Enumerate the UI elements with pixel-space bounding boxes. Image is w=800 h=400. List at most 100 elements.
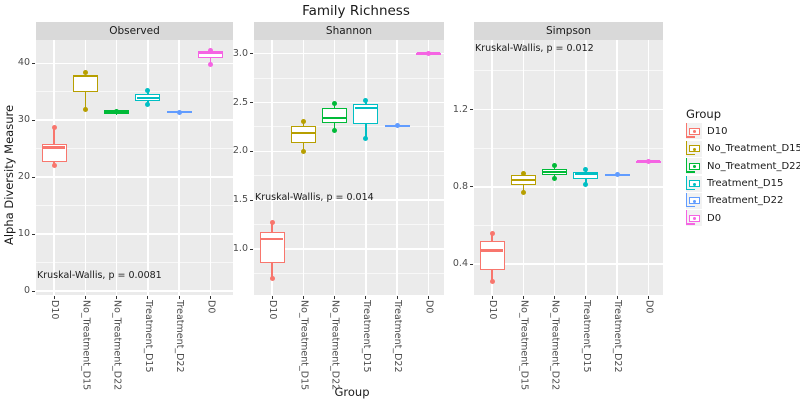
y-tick-mark (32, 119, 35, 121)
legend-key-median (686, 223, 695, 225)
jitter-point (269, 220, 275, 226)
x-tick-mark (147, 296, 149, 299)
gridline-major-v (115, 40, 118, 295)
x-tick-label: No_Treatment_D22 (329, 300, 341, 391)
gridline-minor-h (254, 273, 444, 274)
boxplot-box (259, 232, 285, 263)
legend-label: No_Treatment_D15 (707, 143, 800, 155)
legend-key (686, 140, 702, 157)
boxplot-median-line (480, 249, 504, 252)
x-tick-label: No_Treatment_D15 (298, 300, 310, 391)
y-tick-mark (250, 102, 253, 104)
x-tick-label: No_Treatment_D22 (111, 300, 123, 391)
jitter-point (82, 106, 88, 112)
jitter-point (363, 98, 369, 104)
y-tick-label: 0.4 (452, 258, 468, 270)
legend-key (686, 158, 702, 175)
legend-key-whisker (686, 175, 688, 189)
y-tick-label: 3.0 (232, 47, 248, 59)
y-tick-mark (250, 199, 253, 201)
panel-background (474, 40, 663, 295)
y-tick-mark (470, 263, 473, 265)
legend-key-median (686, 171, 695, 173)
y-tick-label: 2.0 (232, 145, 248, 157)
x-tick-label: Treatment_D15 (142, 300, 154, 373)
jitter-point (114, 109, 120, 115)
jitter-point (583, 182, 589, 188)
chart-title: Family Richness (302, 3, 410, 19)
gridline-minor-h (254, 77, 444, 79)
jitter-point (208, 61, 213, 67)
legend-key (686, 210, 702, 227)
facet-strip: Observed (36, 22, 233, 40)
gridline-minor-h (36, 91, 233, 93)
gridline-major-h (36, 62, 233, 65)
legend-key-point (692, 199, 696, 203)
gridline-major-h (254, 199, 444, 201)
gridline-major-h (36, 176, 233, 178)
y-tick-label: 1.2 (452, 103, 468, 115)
x-tick-label: D0 (423, 300, 435, 314)
gridline-minor-h (474, 224, 663, 226)
x-tick-label: D0 (205, 300, 217, 314)
legend-key-whisker (686, 210, 688, 224)
gridline-minor-h (36, 205, 233, 207)
x-tick-mark (648, 296, 649, 299)
legend-label: Treatment_D22 (707, 195, 784, 207)
x-tick-mark (302, 296, 304, 299)
boxplot-median-line (574, 173, 598, 176)
y-tick-mark (32, 62, 35, 64)
gridline-major-h (36, 119, 233, 121)
x-tick-mark (210, 296, 211, 299)
x-tick-label: Treatment_D15 (360, 300, 372, 373)
gridline-major-v (522, 40, 525, 295)
jitter-point (176, 109, 182, 115)
y-tick-mark (250, 248, 253, 250)
gridline-major-v (333, 40, 336, 295)
kruskal-wallis-annotation: Kruskal-Wallis, p = 0.014 (255, 191, 374, 203)
boxplot-median-line (260, 238, 284, 241)
y-tick-label: 1.0 (232, 243, 248, 255)
panel-background (254, 40, 444, 295)
x-tick-label: Treatment_D22 (392, 300, 404, 373)
gridline-minor-h (254, 126, 444, 128)
gridline-major-h (254, 101, 444, 104)
jitter-point (51, 163, 57, 169)
jitter-point (583, 166, 589, 172)
legend-title: Group (686, 107, 722, 121)
jitter-point (520, 190, 526, 196)
boxplot-box (290, 125, 316, 143)
jitter-point (300, 148, 306, 154)
boxplot-median-line (512, 178, 535, 182)
jitter-point (614, 172, 620, 178)
legend-key (686, 192, 702, 209)
jitter-point (208, 48, 213, 54)
gridline-major-h (474, 186, 663, 188)
y-tick-mark (32, 176, 35, 178)
x-tick-label: D10 (49, 300, 60, 320)
x-tick-mark (365, 296, 367, 299)
jitter-point (145, 88, 151, 94)
x-tick-label: No_Treatment_D22 (549, 300, 561, 391)
facet-strip: Shannon (254, 22, 444, 40)
jitter-point (332, 101, 338, 106)
jitter-point (489, 278, 495, 284)
y-tick-label: 10 (17, 228, 30, 240)
gridline-major-h (474, 263, 663, 265)
legend-label: No_Treatment_D22 (707, 160, 800, 172)
boxplot-median-line (74, 75, 97, 78)
gridline-major-v (396, 40, 398, 295)
gridline-major-v (647, 40, 650, 295)
x-tick-label: Treatment_D22 (612, 300, 624, 373)
jitter-point (145, 102, 151, 108)
x-tick-mark (554, 296, 556, 299)
gridline-major-v (616, 40, 618, 295)
legend-key-whisker (686, 123, 688, 137)
x-tick-mark (116, 296, 118, 299)
x-tick-mark (428, 296, 429, 299)
gridline-major-h (254, 150, 444, 153)
y-tick-label: 2.5 (232, 96, 248, 108)
legend-key-median (686, 136, 695, 138)
y-tick-label: 20 (17, 171, 30, 183)
